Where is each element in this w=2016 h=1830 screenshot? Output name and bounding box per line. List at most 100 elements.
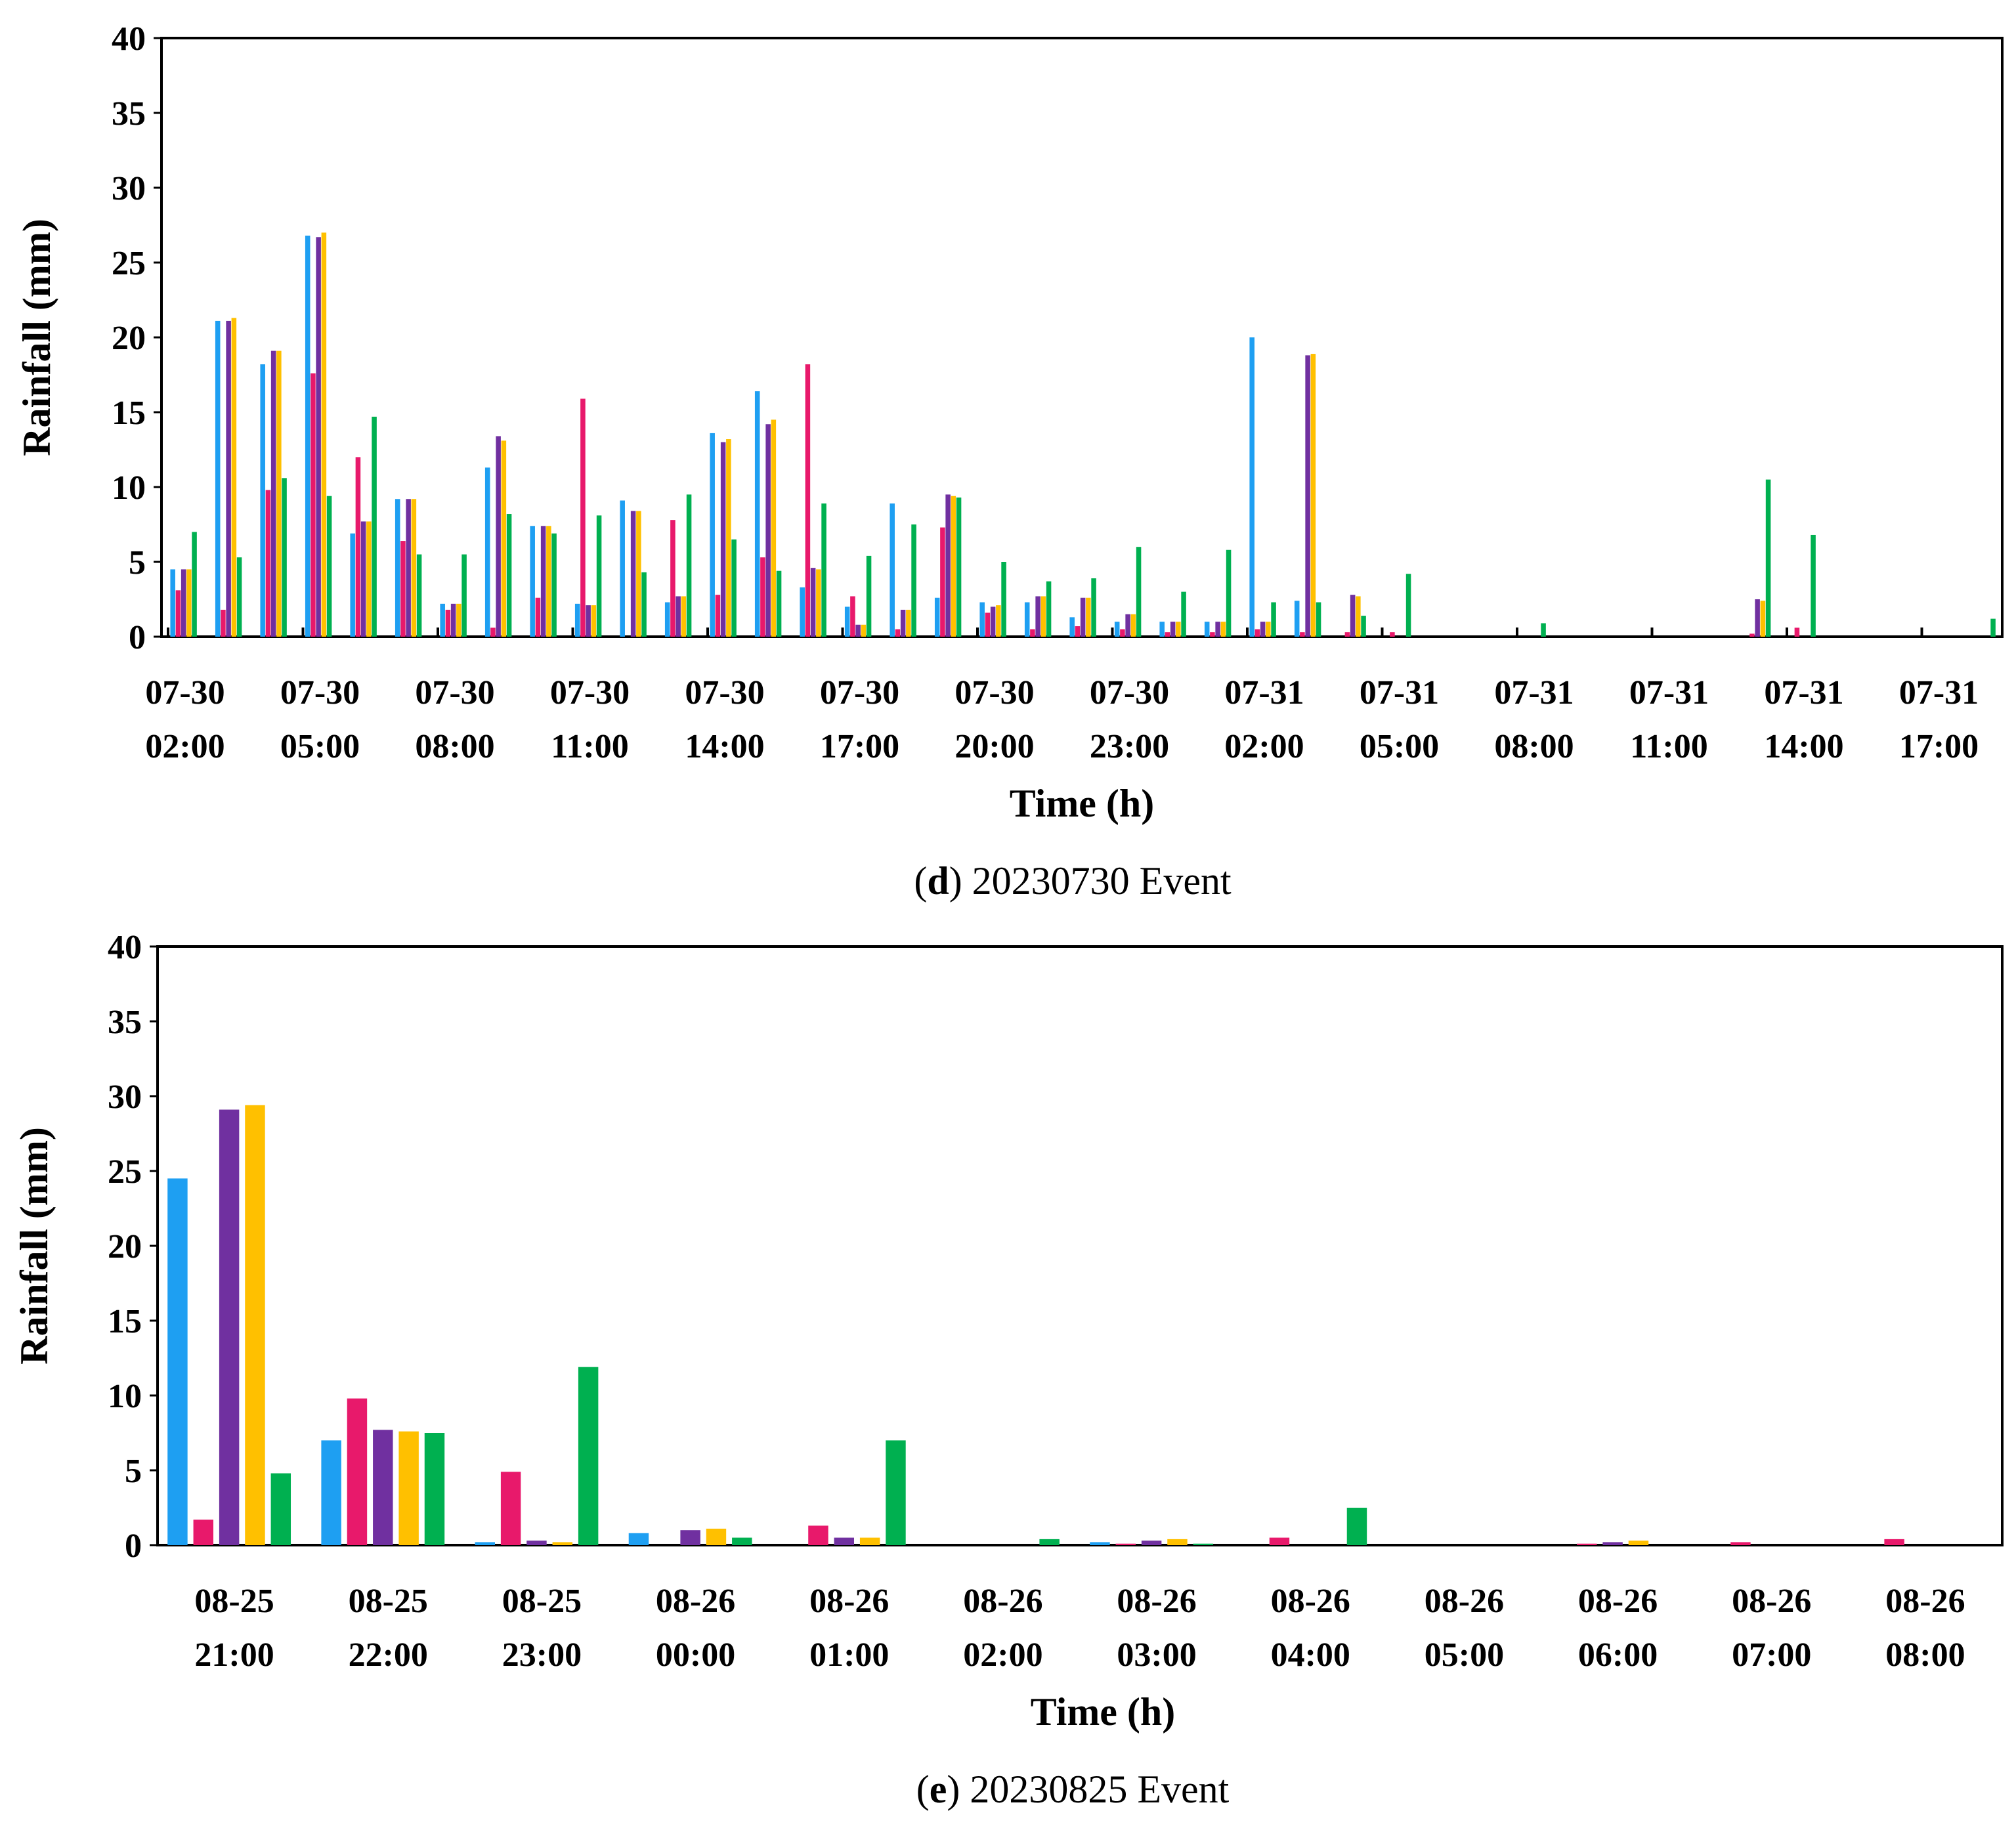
bar [1069, 617, 1075, 637]
x-tick-label: 08-26 01:00 [809, 1583, 889, 1674]
bar [855, 624, 861, 637]
bar [1344, 632, 1350, 637]
bar [416, 554, 422, 637]
caption-letter: d [927, 859, 949, 903]
x-tick-label: 08-25 21:00 [194, 1583, 274, 1674]
x-tick-date: 07-30 [1090, 674, 1169, 712]
bar [681, 596, 687, 637]
bar [321, 1440, 341, 1545]
x-tick-date: 07-30 [145, 674, 225, 712]
bar [990, 606, 996, 637]
x-tick-date: 07-31 [1899, 674, 1979, 712]
x-tick-label: 08-26 03:00 [1117, 1583, 1196, 1674]
y-tick-label: 30 [112, 170, 146, 207]
bar [850, 596, 855, 637]
x-tick-date: 08-26 [1578, 1583, 1658, 1620]
bar [551, 533, 557, 637]
x-tick-time: 02:00 [963, 1636, 1042, 1674]
bar [1170, 622, 1176, 637]
caption-text: ) 20230730 Event [949, 859, 1232, 903]
bar [886, 1440, 906, 1545]
x-tick-time: 03:00 [1117, 1636, 1196, 1674]
bar [546, 526, 551, 637]
bar [1356, 596, 1361, 637]
x-tick-label: 08-26 04:00 [1271, 1583, 1350, 1674]
x-tick-date: 07-30 [280, 674, 360, 712]
bar [591, 605, 597, 637]
bar [732, 1537, 752, 1545]
bar [1115, 1543, 1136, 1545]
x-tick-date: 07-30 [550, 674, 630, 712]
x-tick-date: 07-31 [1629, 674, 1709, 712]
bar [311, 373, 316, 637]
bar [1755, 599, 1760, 637]
bar [760, 557, 765, 637]
bar [720, 442, 726, 637]
x-tick-date: 08-25 [349, 1583, 428, 1620]
bar [1130, 614, 1136, 637]
x-tick-date: 07-30 [685, 674, 764, 712]
x-tick-label: 07-30 02:00 [145, 674, 225, 765]
bar [680, 1530, 700, 1545]
x-tick-date: 07-31 [1224, 674, 1304, 712]
x-tick-label: 07-31 11:00 [1629, 674, 1709, 765]
bar [1075, 626, 1081, 637]
bar [1300, 632, 1305, 637]
bar [866, 555, 872, 637]
y-tick-label: 30 [108, 1078, 142, 1116]
bar [1255, 629, 1260, 637]
y-tick-label: 35 [108, 1004, 142, 1041]
bar [810, 568, 816, 637]
bar [1541, 623, 1546, 637]
bar [1294, 601, 1300, 637]
bar [1035, 596, 1040, 637]
x-tick-date: 07-31 [1360, 674, 1439, 712]
bar [445, 609, 451, 637]
bar [450, 603, 456, 637]
y-tick-label: 20 [112, 320, 146, 357]
x-tick-time: 08:00 [415, 728, 494, 765]
x-tick-label: 08-26 06:00 [1578, 1583, 1658, 1674]
bar [440, 603, 445, 637]
x-tick-date: 08-26 [1271, 1583, 1350, 1620]
bar [771, 419, 777, 637]
x-tick-date: 07-30 [954, 674, 1034, 712]
bar [1316, 602, 1321, 637]
bar [500, 1472, 521, 1545]
bar [1080, 597, 1086, 637]
bar [985, 612, 991, 637]
bar [1765, 479, 1771, 637]
bar [355, 457, 361, 637]
bar [1125, 614, 1130, 637]
bar [1577, 1543, 1597, 1545]
x-tick-date: 08-26 [1425, 1583, 1504, 1620]
x-tick-time: 05:00 [280, 728, 360, 765]
bar [816, 569, 821, 637]
bar [276, 351, 282, 637]
bar [1990, 618, 1996, 637]
bar [400, 541, 406, 637]
y-tick-label: 5 [125, 1453, 142, 1490]
bar [710, 433, 715, 637]
bar [1120, 629, 1125, 637]
bar [1204, 622, 1210, 637]
bar [580, 398, 586, 637]
x-tick-time: 21:00 [194, 1636, 274, 1674]
y-tick-label: 35 [112, 95, 146, 133]
x-tick-label: 07-31 02:00 [1224, 674, 1304, 765]
x-tick-label: 08-26 05:00 [1425, 1583, 1504, 1674]
bar [395, 499, 400, 637]
bar [1039, 1539, 1060, 1545]
x-tick-time: 04:00 [1271, 1636, 1350, 1674]
bar [1159, 622, 1165, 637]
bar [373, 1430, 393, 1545]
bar [265, 490, 271, 637]
bar [1305, 355, 1310, 637]
x-tick-label: 08-26 08:00 [1885, 1583, 1965, 1674]
x-tick-time: 23:00 [502, 1636, 582, 1674]
y-tick-label: 5 [129, 544, 146, 582]
x-tick-time: 11:00 [551, 728, 628, 765]
bar [316, 237, 321, 637]
